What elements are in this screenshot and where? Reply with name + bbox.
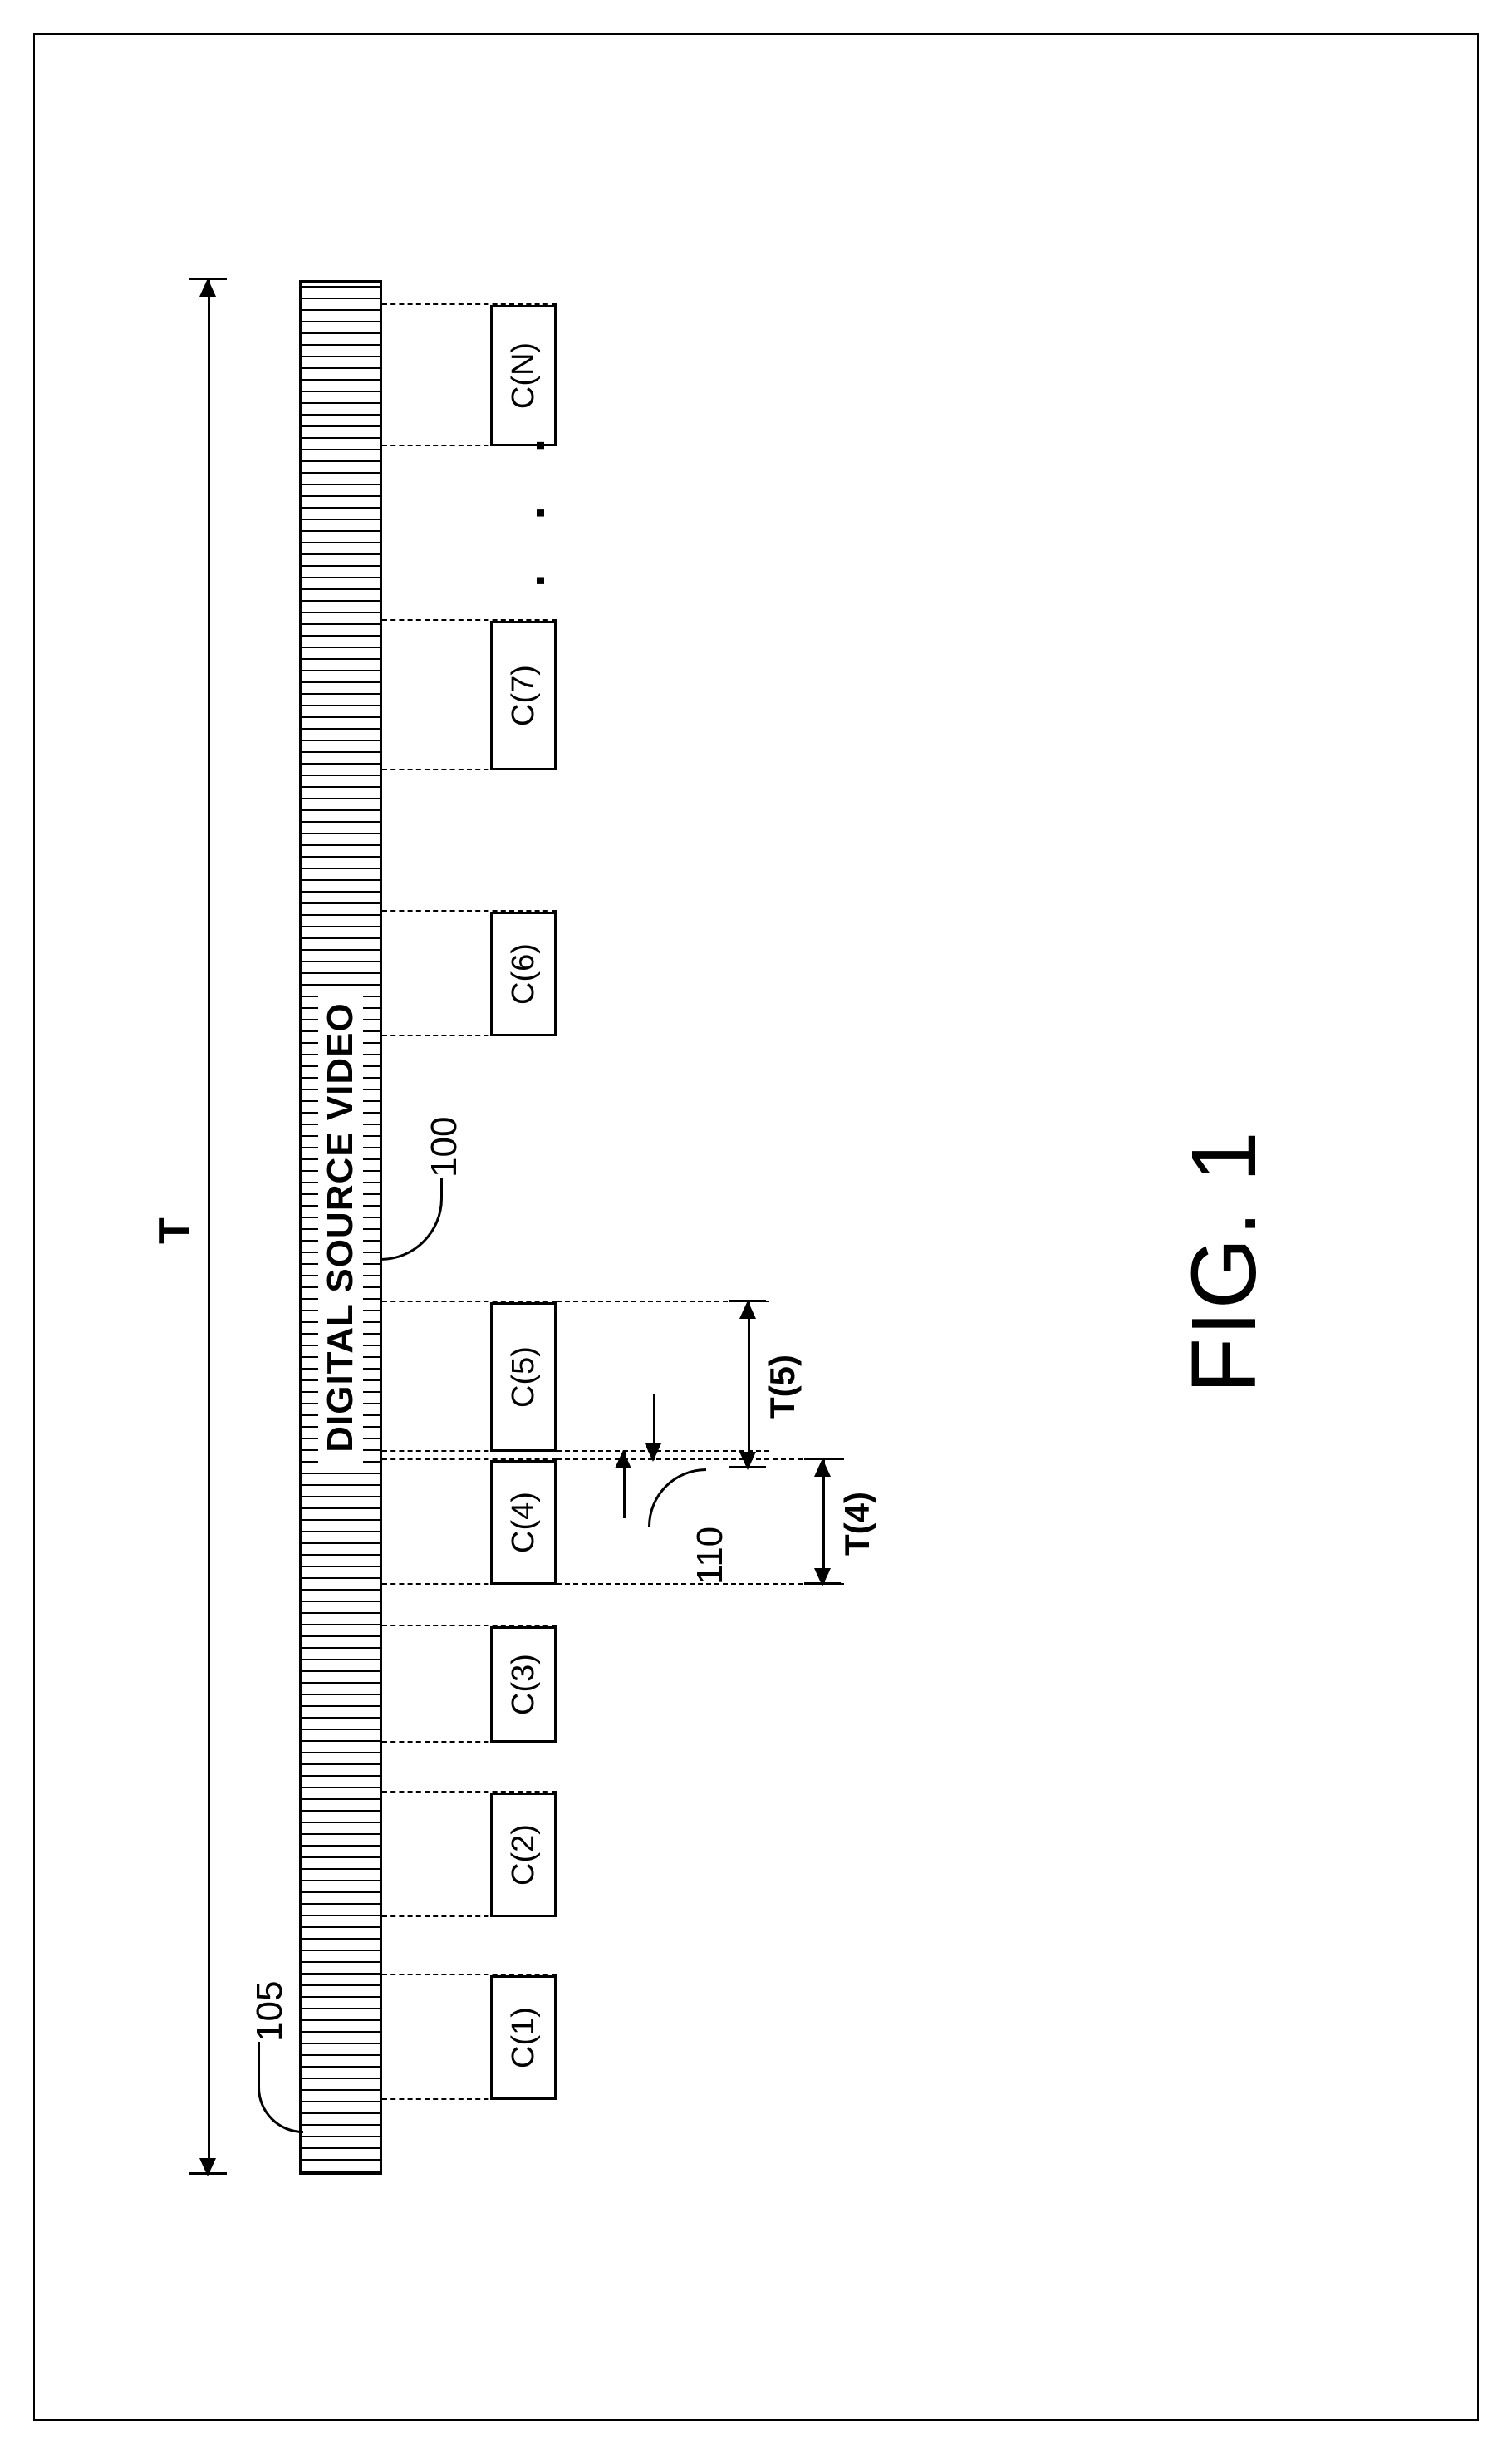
source-video-label: DIGITAL SOURCE VIDEO [318,986,363,1469]
source-video-bar: DIGITAL SOURCE VIDEO [299,280,382,2175]
page-border: T 105 DIGITAL SOURCE VIDEO 100 C(1)C(2)C… [33,33,1479,2421]
ref-110: 110 [690,1526,731,1584]
ref-100: 100 [424,1116,465,1177]
leader-100 [380,1178,443,1261]
figure-canvas: T 105 DIGITAL SOURCE VIDEO 100 C(1)C(2)C… [91,147,1421,2308]
chunk-box: C(1) [490,1975,557,2100]
chunk-box: C(7) [490,621,557,770]
chunk-box: C(5) [490,1302,557,1452]
chunk-box: C(2) [490,1793,557,1917]
chunk-box: C(4) [490,1460,557,1585]
leader-105 [258,2042,303,2133]
chunk-box: C(6) [490,912,557,1036]
chunk-box: C(3) [490,1626,557,1743]
ref-105: 105 [249,1980,291,2041]
figure-label: FIG. 1 [1171,1129,1277,1394]
ellipsis: . . . [498,418,556,587]
leader-110 [648,1468,706,1527]
